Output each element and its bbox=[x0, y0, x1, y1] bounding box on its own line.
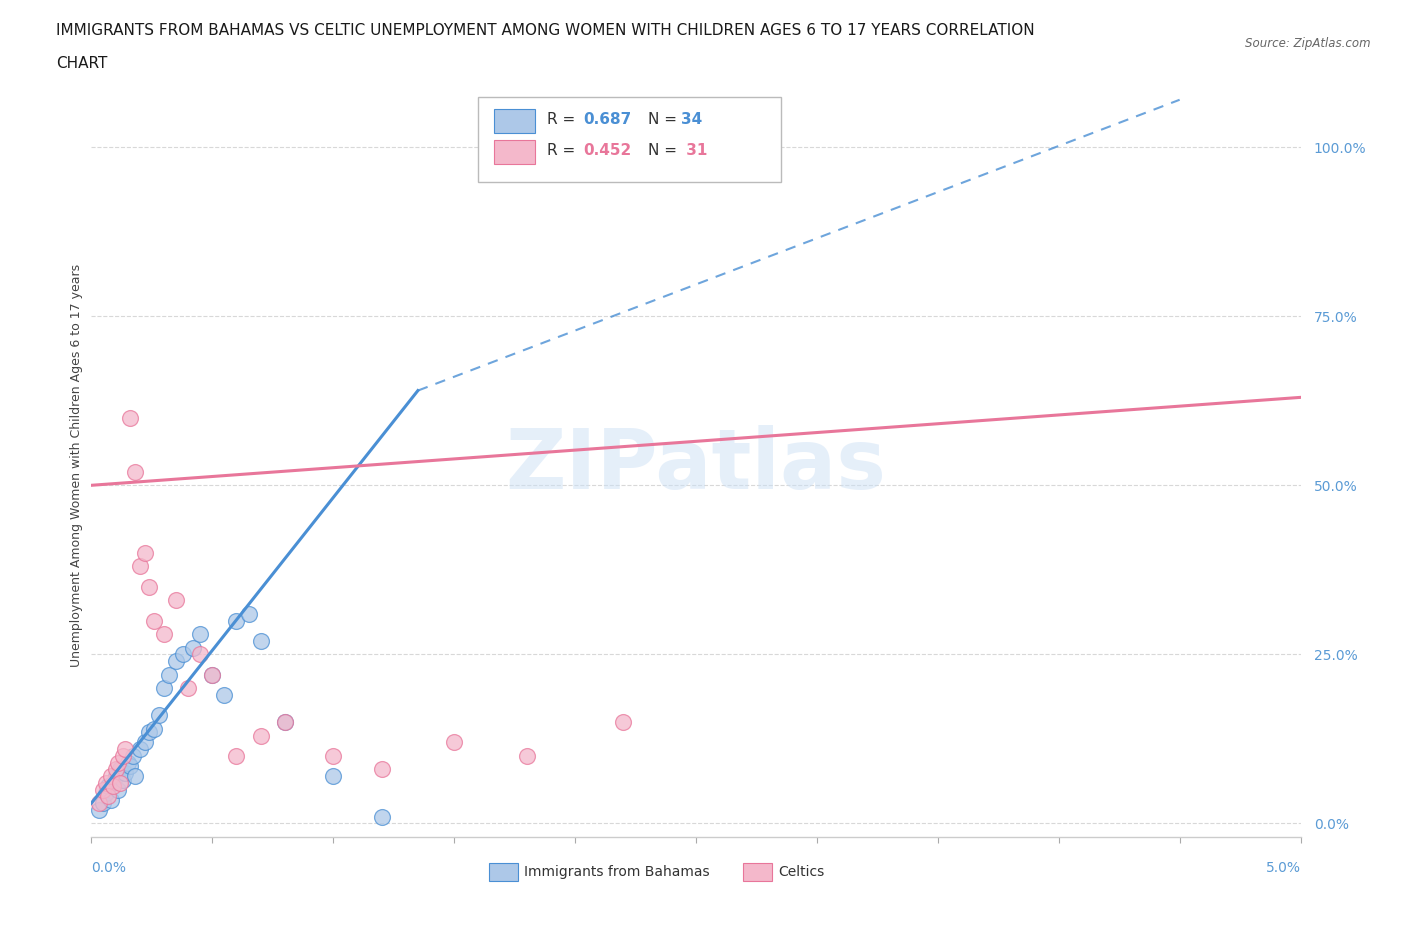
Point bbox=[107, 782, 129, 797]
Point bbox=[101, 778, 124, 793]
Point bbox=[249, 728, 271, 743]
Point bbox=[238, 606, 260, 621]
Point bbox=[87, 803, 110, 817]
Point bbox=[274, 714, 297, 729]
Point bbox=[188, 647, 211, 662]
Point bbox=[165, 592, 187, 607]
Point bbox=[148, 708, 170, 723]
Point bbox=[165, 654, 187, 669]
Point bbox=[101, 776, 124, 790]
Text: 0.687: 0.687 bbox=[583, 112, 631, 126]
Text: 0.0%: 0.0% bbox=[91, 860, 127, 875]
FancyBboxPatch shape bbox=[478, 97, 780, 182]
Point bbox=[612, 714, 634, 729]
Point bbox=[121, 749, 143, 764]
Point bbox=[143, 722, 166, 737]
Point bbox=[134, 546, 156, 561]
Text: Celtics: Celtics bbox=[778, 865, 824, 879]
Point bbox=[214, 687, 236, 702]
Point bbox=[225, 749, 247, 764]
Point bbox=[370, 762, 392, 777]
Point bbox=[110, 776, 132, 790]
Point bbox=[138, 579, 160, 594]
Text: Immigrants from Bahamas: Immigrants from Bahamas bbox=[524, 865, 710, 879]
Point bbox=[93, 782, 115, 797]
Point bbox=[201, 667, 224, 682]
Point bbox=[443, 735, 465, 750]
Point bbox=[110, 762, 132, 777]
Point bbox=[100, 792, 122, 807]
Point bbox=[322, 769, 344, 784]
Point bbox=[124, 769, 146, 784]
Point bbox=[111, 772, 134, 787]
Point bbox=[120, 759, 142, 774]
Text: R =: R = bbox=[547, 112, 581, 126]
Point bbox=[94, 786, 117, 801]
Point bbox=[225, 613, 247, 628]
Text: 0.452: 0.452 bbox=[583, 143, 631, 158]
Point bbox=[97, 778, 120, 793]
FancyBboxPatch shape bbox=[489, 863, 519, 881]
Text: N =: N = bbox=[648, 112, 682, 126]
Text: R =: R = bbox=[547, 143, 581, 158]
Text: 31: 31 bbox=[682, 143, 707, 158]
Point bbox=[134, 735, 156, 750]
Point bbox=[114, 765, 136, 780]
Point bbox=[249, 633, 271, 648]
Point bbox=[104, 762, 127, 777]
Point bbox=[114, 741, 136, 756]
FancyBboxPatch shape bbox=[494, 140, 536, 165]
Point bbox=[157, 667, 180, 682]
Point bbox=[104, 769, 127, 784]
Point bbox=[128, 559, 150, 574]
Text: ZIPatlas: ZIPatlas bbox=[506, 424, 886, 506]
Point bbox=[153, 627, 176, 642]
Point bbox=[97, 789, 120, 804]
Point bbox=[111, 749, 134, 764]
Point bbox=[274, 714, 297, 729]
Point bbox=[188, 627, 211, 642]
FancyBboxPatch shape bbox=[744, 863, 772, 881]
Text: IMMIGRANTS FROM BAHAMAS VS CELTIC UNEMPLOYMENT AMONG WOMEN WITH CHILDREN AGES 6 : IMMIGRANTS FROM BAHAMAS VS CELTIC UNEMPL… bbox=[56, 23, 1035, 38]
FancyBboxPatch shape bbox=[494, 109, 536, 133]
Point bbox=[322, 749, 344, 764]
Text: Source: ZipAtlas.com: Source: ZipAtlas.com bbox=[1246, 37, 1371, 50]
Point bbox=[93, 796, 115, 811]
Y-axis label: Unemployment Among Women with Children Ages 6 to 17 years: Unemployment Among Women with Children A… bbox=[70, 263, 83, 667]
Point bbox=[370, 809, 392, 824]
Point bbox=[153, 681, 176, 696]
Point bbox=[143, 613, 166, 628]
Point bbox=[128, 741, 150, 756]
Point bbox=[94, 776, 117, 790]
Point bbox=[107, 755, 129, 770]
Point bbox=[100, 769, 122, 784]
Text: CHART: CHART bbox=[56, 56, 108, 71]
Text: N =: N = bbox=[648, 143, 682, 158]
Point bbox=[138, 724, 160, 739]
Point bbox=[181, 640, 204, 655]
Point bbox=[201, 667, 224, 682]
Point bbox=[117, 755, 139, 770]
Point bbox=[120, 410, 142, 425]
Point bbox=[124, 464, 146, 479]
Text: 5.0%: 5.0% bbox=[1265, 860, 1301, 875]
Point bbox=[172, 647, 194, 662]
Point bbox=[685, 140, 707, 154]
Point bbox=[177, 681, 200, 696]
Point bbox=[516, 749, 538, 764]
Point bbox=[87, 796, 110, 811]
Text: 34: 34 bbox=[682, 112, 703, 126]
